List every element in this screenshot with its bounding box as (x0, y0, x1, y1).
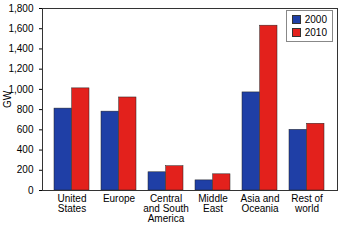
svg-text:Asia andOceania: Asia andOceania (241, 193, 280, 214)
svg-text:Rest ofworld: Rest ofworld (291, 193, 323, 214)
svg-text:600: 600 (17, 124, 34, 135)
svg-text:1,200: 1,200 (8, 63, 33, 74)
svg-text:1,800: 1,800 (8, 3, 33, 14)
html-text:2010: 2010 (304, 27, 327, 38)
svg-text:200: 200 (17, 164, 34, 175)
svg-text:MiddleEast: MiddleEast (198, 193, 228, 214)
svg-text:Europe: Europe (103, 193, 136, 204)
svg-text:1,400: 1,400 (8, 43, 33, 54)
svg-text:1,600: 1,600 (8, 23, 33, 34)
svg-text:GW: GW (2, 90, 13, 108)
svg-text:0: 0 (28, 185, 34, 196)
svg-text:1,000: 1,000 (8, 83, 34, 95)
svg-text:400: 400 (17, 144, 34, 155)
html-text:2000: 2000 (304, 14, 327, 25)
svg-text:Centraland SouthAmerica: Centraland SouthAmerica (143, 193, 189, 224)
svg-text:800: 800 (17, 104, 34, 115)
svg-text:UnitedStates: UnitedStates (58, 193, 87, 214)
